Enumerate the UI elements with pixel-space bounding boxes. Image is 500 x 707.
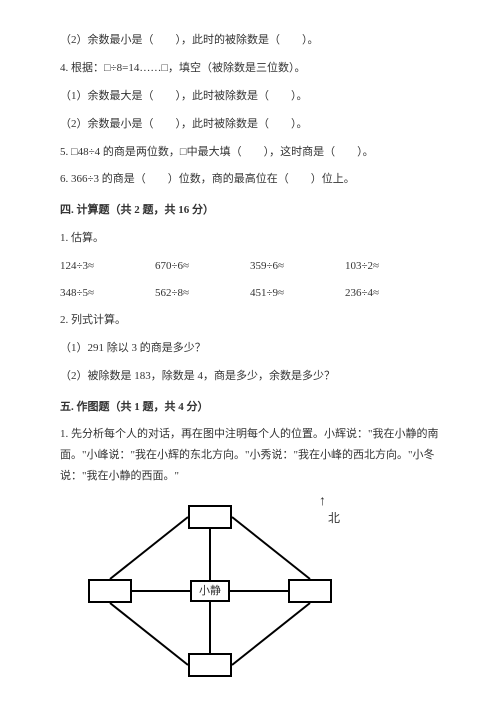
calc-cell: 124÷3≈ [60,256,155,277]
calc-cell: 348÷5≈ [60,283,155,304]
section4-title: 四. 计算题（共 2 题，共 16 分） [60,200,450,221]
calc-cell: 562÷8≈ [155,283,250,304]
node-bottom [188,653,232,677]
q4-sub1: （1）余数最大是（ ），此时被除数是（ ）。 [60,86,450,107]
s5-q1: 1. 先分析每个人的对话，再在图中注明每个人的位置。小辉说："我在小静的南面。"… [60,424,450,487]
node-right [288,579,332,603]
s4-q2: 2. 列式计算。 [60,310,450,331]
calc-cell: 451÷9≈ [250,283,345,304]
q4-stem: 4. 根据：□÷8=14……□，填空（被除数是三位数）。 [60,58,450,79]
q6: 6. 366÷3 的商是（ ）位数，商的最高位在（ ）位上。 [60,169,450,190]
position-diagram: ↑ 北 小静 [80,497,340,687]
calc-cell: 103÷2≈ [345,256,440,277]
calc-row-1: 124÷3≈ 670÷6≈ 359÷6≈ 103÷2≈ [60,256,450,277]
s4-q1: 1. 估算。 [60,228,450,249]
q4-sub2: （2）余数最小是（ ），此时被除数是（ ）。 [60,114,450,135]
section5-title: 五. 作图题（共 1 题，共 4 分） [60,397,450,418]
calc-cell: 359÷6≈ [250,256,345,277]
calc-row-2: 348÷5≈ 562÷8≈ 451÷9≈ 236÷4≈ [60,283,450,304]
calc-cell: 670÷6≈ [155,256,250,277]
calc-cell: 236÷4≈ [345,283,440,304]
node-left [88,579,132,603]
node-center: 小静 [190,580,230,602]
q5: 5. □48÷4 的商是两位数，□中最大填（ ），这时商是（ ）。 [60,142,450,163]
s4-q2-2: （2）被除数是 183，除数是 4，商是多少，余数是多少？ [60,366,450,387]
node-top [188,505,232,529]
q3-sub2: （2）余数最小是（ ），此时的被除数是（ ）。 [60,30,450,51]
s4-q2-1: （1）291 除以 3 的商是多少？ [60,338,450,359]
